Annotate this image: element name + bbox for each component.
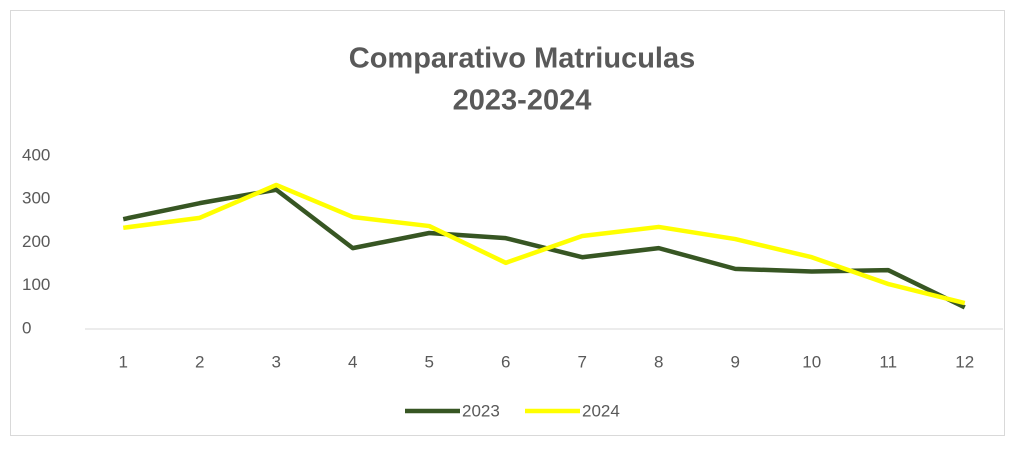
x-tick-label: 7: [578, 352, 587, 371]
y-tick-label: 200: [22, 232, 50, 251]
legend-label: 2023: [462, 401, 500, 420]
legend-label: 2024: [582, 401, 620, 420]
x-tick-label: 11: [879, 352, 897, 371]
chart-title: Comparativo Matriuculas: [349, 43, 695, 75]
y-tick-label: 0: [22, 318, 31, 337]
y-tick-label: 400: [22, 145, 50, 164]
y-tick-label: 300: [22, 189, 50, 208]
x-tick-label: 4: [348, 352, 357, 371]
series-line: [122, 182, 966, 306]
x-tick-label: 5: [425, 352, 434, 371]
y-tick-label: 100: [22, 275, 50, 294]
x-tick-label: 10: [802, 352, 821, 371]
x-tick-label: 12: [955, 352, 974, 371]
x-tick-label: 6: [501, 352, 510, 371]
x-tick-label: 8: [654, 352, 663, 371]
x-tick-label: 1: [119, 352, 128, 371]
x-tick-label: 9: [731, 352, 740, 371]
x-tick-label: 2: [195, 352, 204, 371]
chart-title: 2023-2024: [453, 85, 592, 117]
x-tick-label: 3: [272, 352, 281, 371]
